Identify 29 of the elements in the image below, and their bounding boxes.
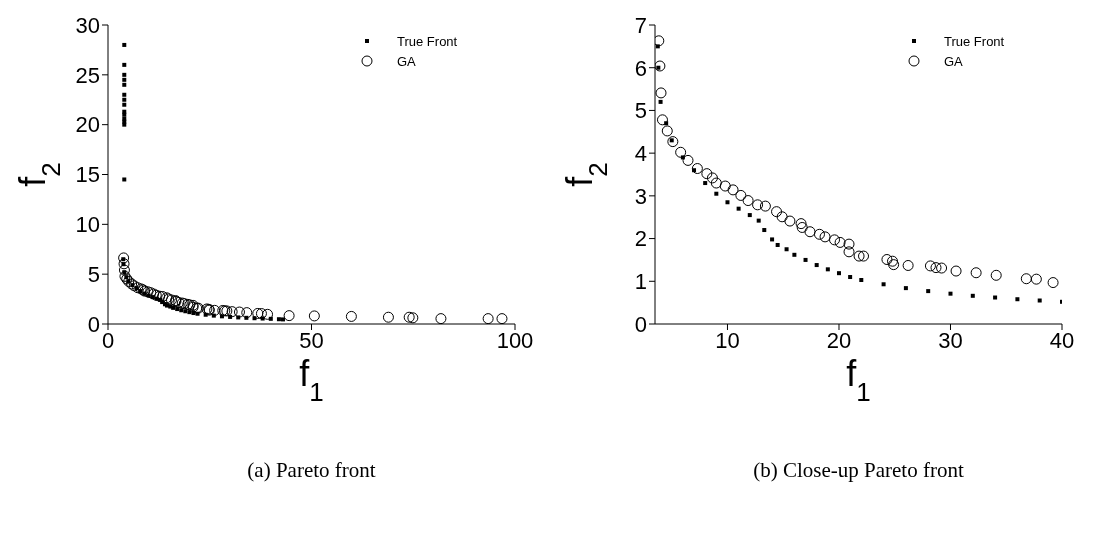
x-tick-label: 100 xyxy=(496,327,534,353)
legend-label: True Front xyxy=(397,34,458,49)
y-tick-label: 25 xyxy=(75,62,100,88)
text: (b) Close-up Pareto front xyxy=(752,458,965,483)
legend-label: GA xyxy=(397,54,417,69)
x-tick-label: 10 xyxy=(715,327,740,353)
y-tick-label: 0 xyxy=(87,311,100,337)
y-tick-label: 5 xyxy=(634,98,647,124)
y-tick-label: 2 xyxy=(634,226,647,252)
y-tick-label: 5 xyxy=(87,261,100,287)
y-tick-label: 4 xyxy=(634,140,647,166)
y-tick-label: 0 xyxy=(634,311,647,337)
x-tick-label: 30 xyxy=(938,327,963,353)
x-tick-label: 20 xyxy=(826,327,852,353)
text: (a) Pareto front xyxy=(246,458,377,483)
y-tick-label: 3 xyxy=(634,183,647,209)
x-tick-label: 50 xyxy=(299,327,324,353)
y-tick-label: 20 xyxy=(75,112,100,138)
y-tick-label: 1 xyxy=(634,269,647,295)
y-tick-label: 10 xyxy=(75,212,100,238)
y-tick-label: 30 xyxy=(75,12,100,38)
x-axis-title: f$_{1}$ xyxy=(299,353,324,407)
y-tick-label: 15 xyxy=(75,162,100,188)
x-axis-title: f$_{1}$ xyxy=(846,353,871,407)
legend-label: GA xyxy=(944,54,964,69)
y-tick-label: 7 xyxy=(634,12,647,38)
x-tick-label: 40 xyxy=(1049,327,1075,353)
legend-label: True Front xyxy=(944,34,1005,49)
y-tick-label: 6 xyxy=(634,55,647,81)
